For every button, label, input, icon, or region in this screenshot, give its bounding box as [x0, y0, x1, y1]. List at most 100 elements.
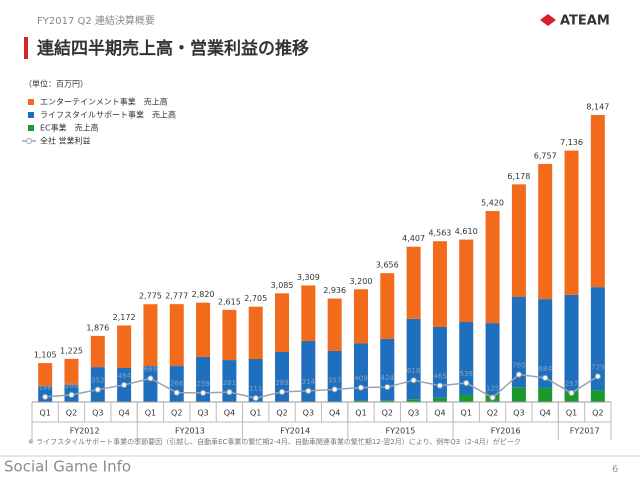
- bar-segment: [143, 304, 158, 367]
- bar-segment: [511, 184, 526, 298]
- profit-marker: [410, 377, 417, 384]
- group-label: FY2016: [491, 427, 521, 436]
- profit-label: 266: [170, 380, 184, 388]
- x-tick-label: Q4: [540, 409, 551, 418]
- total-label: 2,705: [244, 294, 267, 303]
- footnote: ※ ライフスタイルサポート事業の季節要因（引越し、自動車EC事業の繁忙期2-4月…: [28, 437, 521, 446]
- profit-marker: [200, 389, 207, 396]
- logo-icon: [540, 14, 556, 26]
- bar-segment: [459, 394, 474, 402]
- profit-marker: [305, 387, 312, 394]
- bar-segment: [564, 150, 579, 295]
- x-tick-label: Q1: [39, 409, 50, 418]
- legend-label: 全社 営業利益: [40, 136, 91, 146]
- x-tick-label: Q2: [171, 409, 182, 418]
- profit-marker: [436, 382, 443, 389]
- profit-label: 111: [249, 385, 262, 393]
- bar-segment: [590, 114, 605, 288]
- profit-label: 684: [539, 365, 553, 373]
- legend-label: EC事業 売上高: [40, 123, 99, 133]
- x-tick-label: Q4: [329, 409, 340, 418]
- profit-marker: [94, 386, 101, 393]
- group-label: FY2012: [70, 427, 100, 436]
- total-label: 4,563: [428, 229, 451, 238]
- bar-segment: [406, 318, 421, 400]
- bar-segment: [196, 356, 211, 402]
- profit-marker: [226, 389, 233, 396]
- total-label: 5,420: [481, 199, 504, 208]
- profit-label: 424: [381, 374, 395, 382]
- profit-label: 257: [565, 380, 578, 388]
- total-label: 2,775: [139, 292, 162, 301]
- total-label: 2,777: [165, 292, 188, 301]
- profit-marker: [331, 386, 338, 393]
- x-tick-label: Q4: [434, 409, 445, 418]
- bar-segment: [38, 363, 53, 387]
- profit-marker: [515, 371, 522, 378]
- profit-marker: [279, 388, 286, 395]
- x-tick-label: Q3: [197, 409, 208, 418]
- total-label: 3,085: [271, 281, 294, 290]
- bar-segment: [353, 289, 368, 344]
- unit: （単位：百万円）: [24, 79, 88, 89]
- profit-marker: [542, 374, 549, 381]
- profit-marker: [384, 384, 391, 391]
- bar-segment: [459, 239, 474, 323]
- x-tick-label: Q1: [566, 409, 577, 418]
- profit-label: 618: [407, 367, 420, 375]
- x-tick-label: Q2: [592, 409, 603, 418]
- legend-marker: [26, 138, 32, 144]
- legend-label: エンターテインメント事業 売上高: [40, 97, 168, 107]
- bar-segment: [406, 246, 421, 319]
- bar-segment: [380, 273, 395, 339]
- profit-label: 729: [591, 363, 604, 371]
- x-tick-label: Q3: [303, 409, 314, 418]
- page-number: 6: [612, 464, 618, 475]
- bar-segment: [432, 326, 447, 398]
- bar-segment: [301, 285, 316, 342]
- legend-label: ライフスタイルサポート事業 売上高: [40, 110, 176, 120]
- total-label: 1,876: [86, 323, 109, 332]
- bar-segment: [90, 367, 105, 402]
- total-label: 1,105: [34, 351, 57, 360]
- bar-segment: [353, 400, 368, 402]
- bar-segment: [64, 358, 79, 386]
- bar-segment: [564, 391, 579, 402]
- bar-segment: [353, 343, 368, 401]
- group-label: FY2015: [386, 427, 416, 436]
- watermark: Social Game Info: [4, 458, 131, 476]
- profit-marker: [568, 389, 575, 396]
- total-label: 6,757: [534, 151, 557, 160]
- bar-segment: [90, 335, 105, 368]
- x-tick-label: Q2: [66, 409, 77, 418]
- total-label: 4,407: [402, 234, 425, 243]
- x-tick-label: Q3: [408, 409, 419, 418]
- total-label: 7,136: [560, 138, 583, 147]
- bar-segment: [248, 306, 263, 360]
- title: 連結四半期売上高・営業利益の推移: [37, 38, 309, 59]
- bar-segment: [301, 341, 316, 402]
- bar-segment: [590, 287, 605, 391]
- bar-segment: [143, 366, 158, 402]
- profit-label: 357: [328, 376, 341, 384]
- bar-segment: [380, 338, 395, 401]
- x-tick-label: Q3: [92, 409, 103, 418]
- profit-label: 409: [354, 375, 367, 383]
- x-tick-label: Q1: [250, 409, 261, 418]
- profit-marker: [357, 384, 364, 391]
- profit-line: [45, 373, 599, 399]
- profit-label: 352: [91, 377, 104, 385]
- subtitle: FY2017 Q2 連結決算概要: [37, 14, 155, 27]
- profit-label: 203: [65, 382, 78, 390]
- bar-segment: [538, 299, 553, 388]
- bar-segment: [275, 293, 290, 352]
- profit-marker: [489, 394, 496, 401]
- legend-swatch: [28, 125, 34, 131]
- bar-segment: [511, 297, 526, 388]
- x-tick-label: Q2: [276, 409, 287, 418]
- title-accent: [24, 37, 28, 59]
- bar-segment: [538, 387, 553, 402]
- bar-segment: [327, 298, 342, 351]
- profit-marker: [42, 393, 49, 400]
